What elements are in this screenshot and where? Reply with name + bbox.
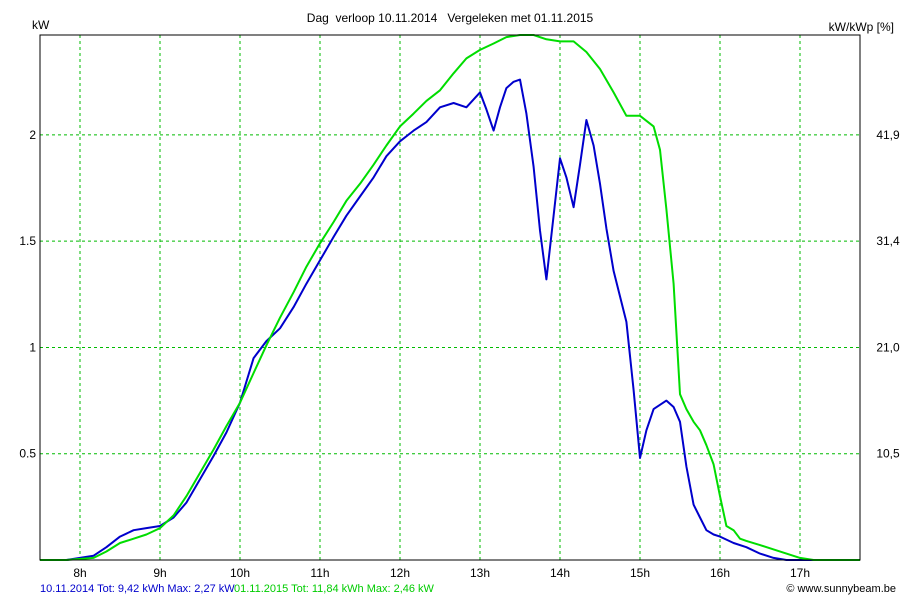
series-line-10.11.2014 <box>40 78 860 561</box>
plot-frame <box>39 34 861 561</box>
x-tick-label: 14h <box>550 566 570 580</box>
y2-tick-label: 10,5 <box>876 447 900 461</box>
credit-text: © www.sunnybeam.be <box>786 583 896 595</box>
y2-tick-label: 41,9 <box>876 128 900 142</box>
x-tick-label: 16h <box>710 566 730 580</box>
y-axis-label-left: kW <box>32 18 50 32</box>
x-tick-label: 15h <box>630 566 650 580</box>
tick-labels: 8h 9h 10h 11h 12h 13h 14h 15h 16h 17h 0.5 10,5 1 21,0… <box>19 128 900 580</box>
chart-title: Dag verloop 10.11.2014 Vergeleken met 01… <box>306 11 594 25</box>
y-axis-label-right: kW/kWp [%] <box>828 20 894 34</box>
y2-tick-label: 31,4 <box>876 234 900 248</box>
y2-tick-label: 21,0 <box>876 340 900 354</box>
series-lines <box>40 34 860 561</box>
legend-series-2015: 01.11.2015 Tot: 11,84 kWh Max: 2,46 kW <box>234 583 434 595</box>
x-tick-label: 17h <box>790 566 810 580</box>
x-tick-label: 11h <box>310 566 329 580</box>
series-line-01.11.2015 <box>40 34 860 561</box>
x-tick-label: 9h <box>153 566 166 580</box>
x-tick-label: 12h <box>390 566 410 580</box>
x-tick-label: 8h <box>73 566 86 580</box>
y-tick-label: 1 <box>29 340 36 354</box>
legend-series-2014: 10.11.2014 Tot: 9,42 kWh Max: 2,27 kW <box>40 583 235 595</box>
y-tick-label: 2 <box>29 128 36 142</box>
x-tick-label: 13h <box>470 566 490 580</box>
y-tick-label: 0.5 <box>19 447 36 461</box>
x-tick-label: 10h <box>230 566 250 580</box>
y-tick-label: 1.5 <box>19 234 36 248</box>
grid-lines <box>40 35 860 560</box>
